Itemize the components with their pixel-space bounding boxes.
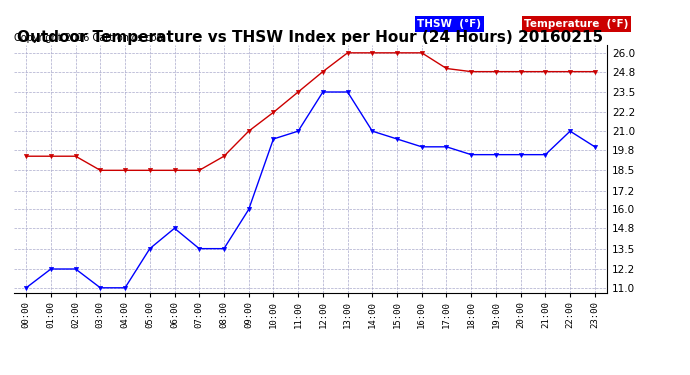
Text: THSW  (°F): THSW (°F)	[417, 19, 482, 29]
Title: Outdoor Temperature vs THSW Index per Hour (24 Hours) 20160215: Outdoor Temperature vs THSW Index per Ho…	[17, 30, 604, 45]
Text: Temperature  (°F): Temperature (°F)	[524, 19, 629, 29]
Text: Copyright 2016 Cartronics.com: Copyright 2016 Cartronics.com	[14, 33, 166, 42]
